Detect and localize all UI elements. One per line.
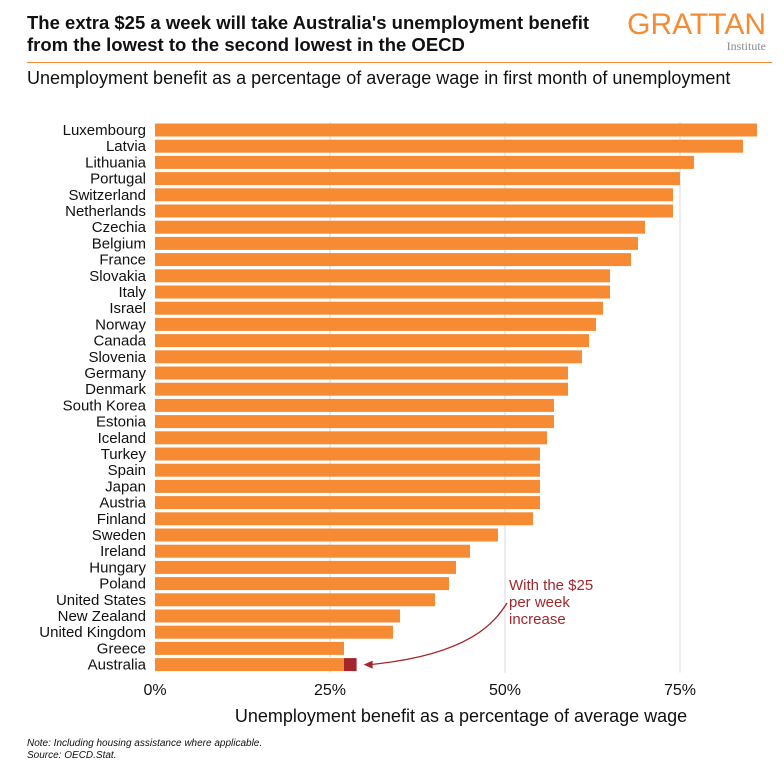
bar-denmark [155, 382, 568, 396]
category-label: South Korea [63, 397, 147, 414]
bar-belgium [155, 236, 638, 250]
category-label: Poland [99, 576, 146, 593]
bar-austria [155, 496, 540, 510]
category-label: Austria [99, 495, 146, 512]
category-label: Sweden [92, 527, 146, 544]
annotation-line: increase [509, 611, 566, 628]
category-label: Canada [93, 333, 146, 350]
x-axis-label: Unemployment benefit as a percentage of … [235, 706, 687, 726]
bar-poland [155, 577, 449, 591]
bar-czechia [155, 220, 645, 234]
bar-germany [155, 366, 568, 380]
bar-finland [155, 512, 533, 526]
category-label: Ireland [100, 543, 146, 560]
bar-sweden [155, 528, 498, 542]
category-label: United States [56, 592, 146, 609]
category-label: United Kingdom [39, 624, 146, 641]
bar-new-zealand [155, 609, 400, 623]
bar-latvia [155, 139, 743, 153]
logo-subname: Institute [726, 39, 766, 53]
category-label: Iceland [98, 430, 146, 447]
annotation-arrow [369, 602, 508, 666]
category-label: Czechia [92, 219, 147, 236]
annotation-line: per week [509, 594, 570, 611]
bar-united-states [155, 593, 435, 607]
x-tick-label: 75% [664, 682, 696, 699]
category-label: Greece [97, 640, 146, 657]
category-label: Japan [105, 478, 146, 495]
bar-norway [155, 317, 596, 331]
bar-luxembourg [155, 123, 757, 137]
header-rule [27, 62, 772, 63]
bar-portugal [155, 172, 680, 186]
annotation-arrowhead [363, 660, 373, 669]
category-label: Israel [109, 300, 146, 317]
bar-switzerland [155, 188, 673, 202]
category-label: Slovenia [88, 349, 146, 366]
bar-united-kingdom [155, 625, 393, 639]
footnote-note: Note: Including housing assistance where… [27, 738, 263, 749]
chart-title: The extra $25 a week will take Australia… [27, 12, 590, 55]
category-label: Germany [84, 365, 146, 382]
bar-australia [155, 658, 344, 672]
category-label: Australia [88, 657, 147, 674]
bar-spain [155, 463, 540, 477]
grattan-logo: GRATTAN Institute [627, 8, 766, 53]
bar-turkey [155, 447, 540, 461]
category-label: Netherlands [65, 203, 146, 220]
category-label: Estonia [96, 414, 147, 431]
category-label: Portugal [90, 171, 146, 188]
category-label: Lithuania [85, 154, 147, 171]
category-label: Luxembourg [63, 122, 146, 139]
bar-italy [155, 285, 610, 299]
bar-hungary [155, 560, 456, 574]
chart-subtitle: Unemployment benefit as a percentage of … [27, 68, 731, 88]
bar-iceland [155, 431, 547, 445]
category-label: New Zealand [58, 608, 146, 625]
footnote-source: Source: OECD.Stat. [27, 750, 117, 761]
bar-south-korea [155, 398, 554, 412]
category-label: Spain [108, 462, 146, 479]
bar-israel [155, 301, 603, 315]
category-label: Latvia [106, 138, 147, 155]
category-label: Norway [95, 316, 146, 333]
category-label: Switzerland [68, 187, 146, 204]
bar-slovakia [155, 269, 610, 283]
category-label: Turkey [101, 446, 147, 463]
bar-greece [155, 641, 344, 655]
x-tick-label: 0% [143, 682, 166, 699]
x-tick-label: 25% [314, 682, 346, 699]
category-label: Denmark [85, 381, 146, 398]
category-label: Hungary [89, 559, 146, 576]
bar-canada [155, 334, 589, 348]
bar-japan [155, 479, 540, 493]
category-label: Belgium [92, 235, 146, 252]
bar-extra-segment [344, 658, 357, 672]
bar-lithuania [155, 155, 694, 169]
category-label: France [99, 252, 146, 269]
x-tick-label: 50% [489, 682, 521, 699]
bar-netherlands [155, 204, 673, 218]
category-label: Italy [118, 284, 146, 301]
category-label: Slovakia [89, 268, 146, 285]
category-label: Finland [97, 511, 146, 528]
bar-estonia [155, 415, 554, 429]
annotation-line: With the $25 [509, 577, 593, 594]
bar-france [155, 253, 631, 267]
logo-wordmark: GRATTAN [627, 8, 766, 41]
bar-slovenia [155, 350, 582, 364]
bar-ireland [155, 544, 470, 558]
